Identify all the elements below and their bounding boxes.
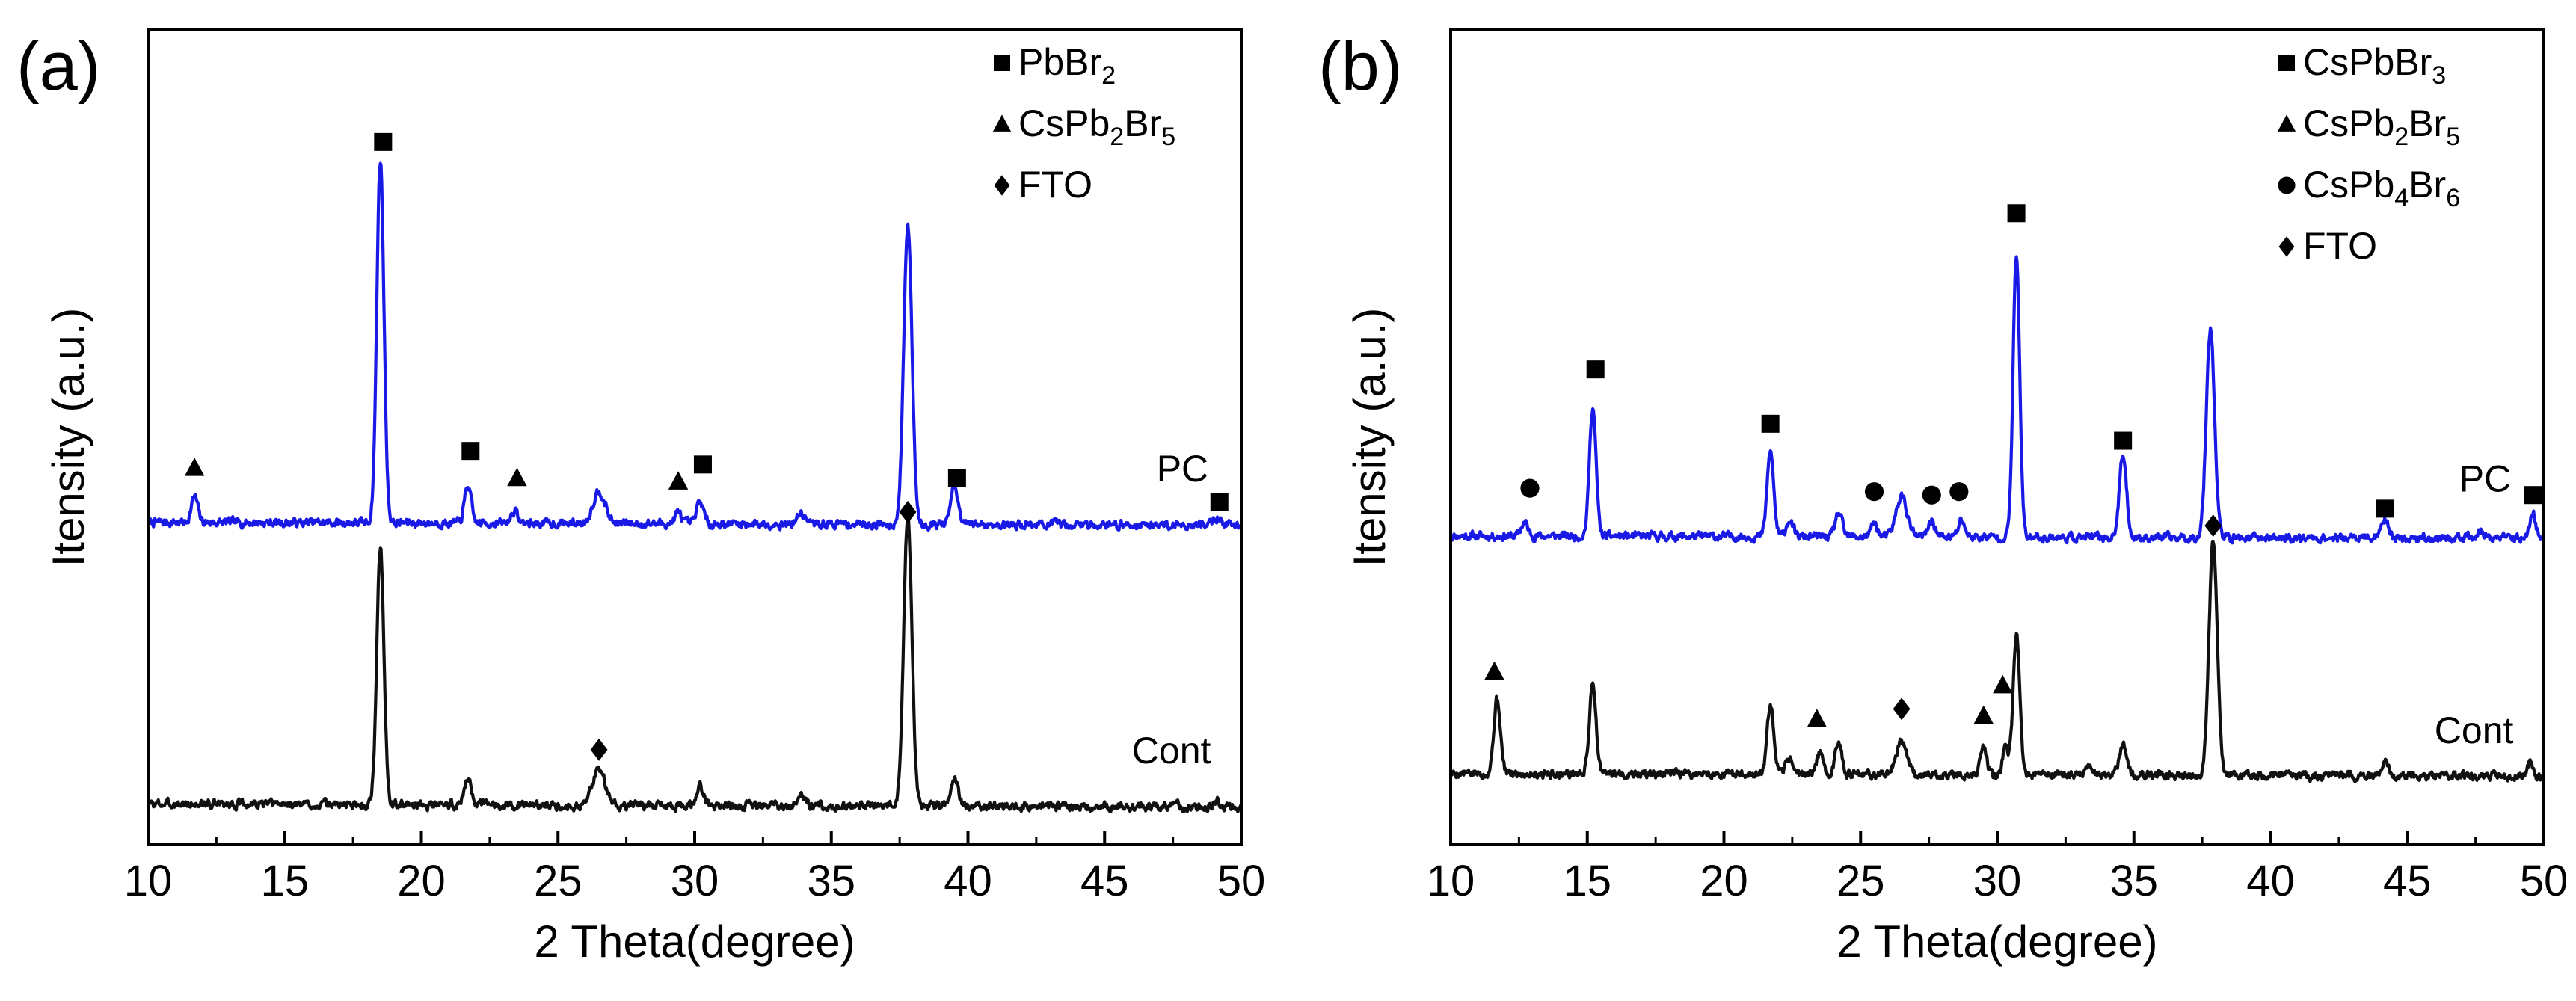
legend-entry-label: CsPb2Br5: [1018, 102, 1175, 151]
peak-marker-diamond: [1893, 697, 1911, 721]
peak-marker-square: [461, 442, 480, 461]
trace-label-pc: PC: [2459, 458, 2511, 500]
legend-square-icon: [994, 55, 1010, 71]
legend: PbBr2 CsPb2Br5 FTO: [992, 41, 1175, 206]
x-tick-label: 30: [671, 857, 719, 905]
x-tick-label: 25: [534, 857, 582, 905]
x-tick-label: 10: [124, 857, 173, 905]
peak-marker-diamond: [590, 738, 608, 761]
legend: CsPbBr3 CsPb2Br5 CsPb4Br6 FTO: [2277, 41, 2460, 267]
panel-b-chart: (b) PC Cont 10 15 20 25 30 35 40 45 50 2 Theta(degre…: [1318, 28, 2568, 967]
legend-entry-label: CsPbBr3: [2303, 41, 2446, 90]
y-axis-title: Itensity (a.u.): [43, 308, 93, 567]
x-tick-label: 25: [1836, 857, 1885, 905]
peak-marker-square: [2524, 486, 2542, 505]
x-tick-label: 40: [944, 857, 992, 905]
legend-diamond-icon: [994, 175, 1010, 196]
peak-marker-diamond: [2204, 514, 2222, 538]
panel-label: (b): [1318, 28, 1402, 105]
peak-marker-square: [2007, 204, 2026, 223]
x-tick-label: 45: [2383, 857, 2432, 905]
peak-marker-triangle: [184, 458, 205, 476]
legend-entry-label: FTO: [1018, 164, 1092, 206]
legend-entry-label: CsPb2Br5: [2303, 102, 2460, 151]
x-tick-label: 20: [1700, 857, 1748, 905]
peak-marker-square: [2376, 499, 2395, 518]
panel-label: (a): [16, 28, 100, 105]
x-tick-label: 40: [2246, 857, 2295, 905]
panel-a-chart: (a) PC Cont 10 15 20 25 30 35 40 45 50 2 Theta(degre…: [16, 28, 1265, 967]
peak-marker-circle: [1864, 482, 1884, 502]
y-axis-title: Itensity (a.u.): [1344, 308, 1395, 567]
peak-marker-circle: [1520, 478, 1540, 498]
series-line-cont: [1448, 540, 2545, 783]
peak-marker-triangle: [1484, 661, 1504, 680]
legend-entry-label: CsPb4Br6: [2303, 164, 2460, 212]
peak-marker-triangle: [1973, 705, 1994, 724]
series-line-pc: [146, 161, 1243, 532]
peak-marker-triangle: [1807, 709, 1827, 727]
x-axis-title: 2 Theta(degree): [534, 917, 855, 967]
x-tick-label: 30: [1973, 857, 2022, 905]
legend-entry-label: FTO: [2303, 225, 2377, 267]
x-tick-label: 15: [260, 857, 309, 905]
peak-marker-diamond: [899, 500, 917, 523]
legend-square-icon: [2278, 55, 2295, 71]
legend-triangle-icon: [992, 114, 1012, 132]
x-tick-label: 35: [807, 857, 855, 905]
legend-diamond-icon: [2278, 236, 2295, 257]
peak-marker-triangle: [1993, 674, 2013, 694]
legend-circle-icon: [2278, 176, 2296, 194]
peak-marker-square: [693, 455, 712, 474]
peak-marker-square: [1586, 360, 1605, 379]
peak-marker-triangle: [668, 471, 689, 490]
peak-marker-square: [374, 132, 393, 151]
x-tick-label: 35: [2109, 857, 2158, 905]
peak-marker-square: [947, 469, 966, 487]
series-line-cont: [147, 517, 1243, 813]
trace-label-cont: Cont: [2435, 709, 2514, 751]
peak-marker-square: [2114, 431, 2133, 450]
x-tick-label: 50: [2520, 857, 2569, 905]
x-tick-label: 45: [1080, 857, 1129, 905]
x-tick-label: 20: [397, 857, 446, 905]
x-tick-label: 10: [1427, 857, 1475, 905]
peak-marker-triangle: [507, 467, 527, 487]
legend-entry-label: PbBr2: [1018, 41, 1116, 90]
peak-marker-square: [1761, 414, 1780, 433]
x-axis-title: 2 Theta(degree): [1836, 917, 2157, 967]
x-tick-label: 50: [1217, 857, 1266, 905]
x-tick-label: 15: [1563, 857, 1611, 905]
peak-marker-square: [1210, 493, 1229, 511]
peak-marker-circle: [1949, 482, 1969, 502]
trace-label-cont: Cont: [1132, 730, 1211, 771]
trace-label-pc: PC: [1157, 448, 1208, 490]
series-line-pc: [1449, 255, 2546, 545]
peak-marker-circle: [1922, 485, 1941, 505]
legend-triangle-icon: [2277, 114, 2296, 132]
